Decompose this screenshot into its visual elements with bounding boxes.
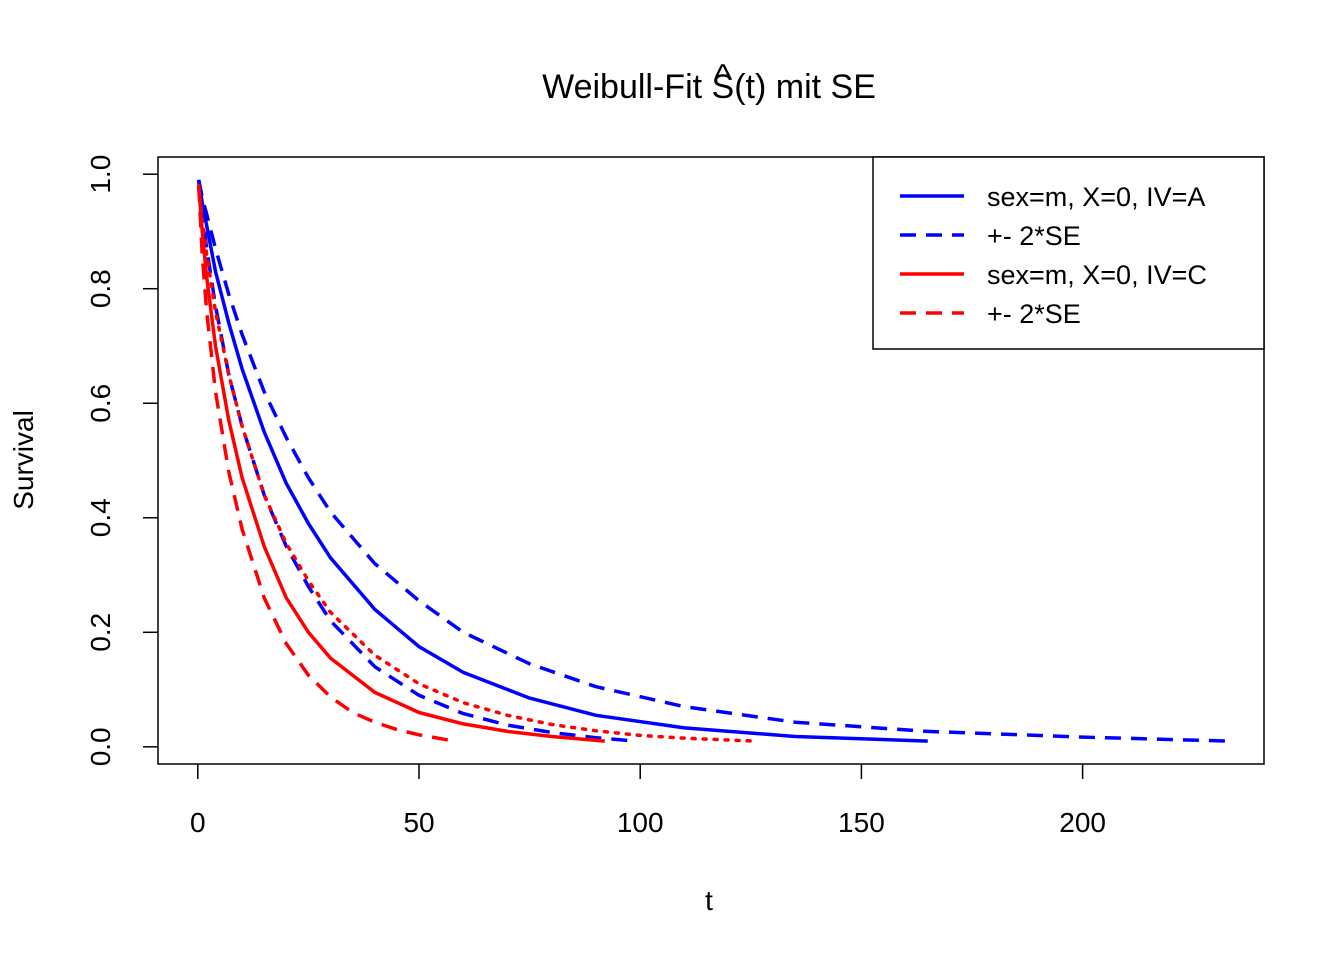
x-tick-label: 100: [617, 807, 664, 838]
y-tick-label: 0.2: [85, 613, 116, 652]
x-tick-label: 0: [190, 807, 206, 838]
y-axis: 0.0 0.2 0.4 0.6 0.8 1.0: [85, 155, 158, 766]
x-tick-label: 50: [403, 807, 434, 838]
series-line-4: [196, 185, 455, 743]
series-line-1: [196, 179, 1229, 743]
title-suffix: mit SE: [766, 68, 876, 106]
y-tick-label: 0.0: [85, 727, 116, 766]
series-layer: [196, 179, 1229, 743]
x-tick-label: 150: [838, 807, 885, 838]
series-line-2: [196, 179, 636, 743]
series-line-3: [196, 185, 605, 743]
title-symbol: S: [712, 68, 735, 106]
y-tick-label: 0.6: [85, 384, 116, 423]
x-axis: 0 50 100 150 200: [190, 764, 1106, 838]
title-hat: ^: [715, 58, 731, 96]
legend-label: +- 2*SE: [987, 221, 1081, 251]
legend-label: sex=m, X=0, IV=A: [987, 182, 1205, 212]
y-tick-label: 1.0: [85, 155, 116, 194]
x-tick-label: 200: [1059, 807, 1106, 838]
chart-title: Weibull-Fit S(t) mit SE ^: [542, 58, 876, 106]
title-prefix: Weibull-Fit: [542, 68, 711, 106]
y-tick-label: 0.4: [85, 498, 116, 537]
legend-box: [872, 156, 1265, 350]
x-axis-label: t: [705, 885, 713, 916]
y-tick-label: 0.8: [85, 269, 116, 308]
y-axis-label: Survival: [8, 410, 39, 510]
svg-text:Weibull-Fit S(t) mit SE: Weibull-Fit S(t) mit SE: [542, 68, 876, 106]
series-line-0: [196, 179, 928, 743]
plot-frame: [157, 156, 1265, 765]
legend-label: +- 2*SE: [987, 299, 1081, 329]
legend-label: sex=m, X=0, IV=C: [987, 260, 1207, 290]
title-arg: (t): [734, 68, 766, 106]
legend: sex=m, X=0, IV=A +- 2*SE sex=m, X=0, IV=C +…: [872, 156, 1265, 350]
series-line-5: [196, 183, 757, 743]
